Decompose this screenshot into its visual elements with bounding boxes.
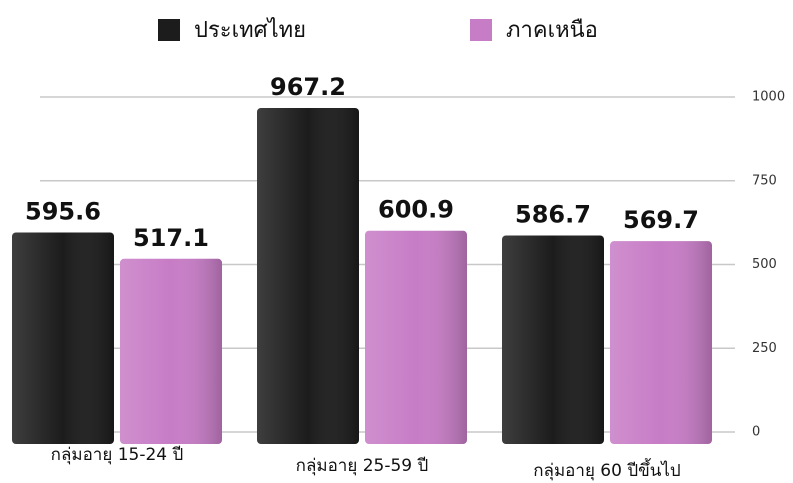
legend-label: ภาคเหนือ bbox=[506, 18, 598, 43]
bar-shade bbox=[610, 241, 712, 444]
legend-swatch bbox=[158, 19, 180, 41]
bar-shade bbox=[12, 232, 114, 444]
y-tick-label: 500 bbox=[752, 257, 777, 272]
y-tick-label: 0 bbox=[752, 425, 760, 440]
x-tick-label: กลุ่มอายุ 15-24 ปี bbox=[51, 445, 184, 465]
value-label: 595.6 bbox=[25, 197, 101, 225]
legend-label: ประเทศไทย bbox=[194, 17, 306, 43]
y-tick-label: 750 bbox=[752, 173, 777, 188]
value-label: 569.7 bbox=[623, 206, 699, 234]
x-tick-label: กลุ่มอายุ 25-59 ปี bbox=[296, 456, 429, 476]
value-label: 600.9 bbox=[378, 196, 454, 224]
bar-shade bbox=[365, 230, 467, 444]
value-label: 586.7 bbox=[515, 200, 591, 228]
bar-shade bbox=[502, 235, 604, 444]
bar-shade bbox=[257, 107, 359, 444]
value-label: 967.2 bbox=[270, 73, 346, 101]
value-label: 517.1 bbox=[133, 224, 209, 252]
legend-swatch bbox=[470, 19, 492, 41]
y-tick-label: 250 bbox=[752, 341, 777, 356]
bar-shade bbox=[120, 258, 222, 444]
x-tick-label: กลุ่มอายุ 60 ปีขึ้นไป bbox=[533, 458, 680, 481]
y-tick-label: 1000 bbox=[752, 90, 785, 105]
